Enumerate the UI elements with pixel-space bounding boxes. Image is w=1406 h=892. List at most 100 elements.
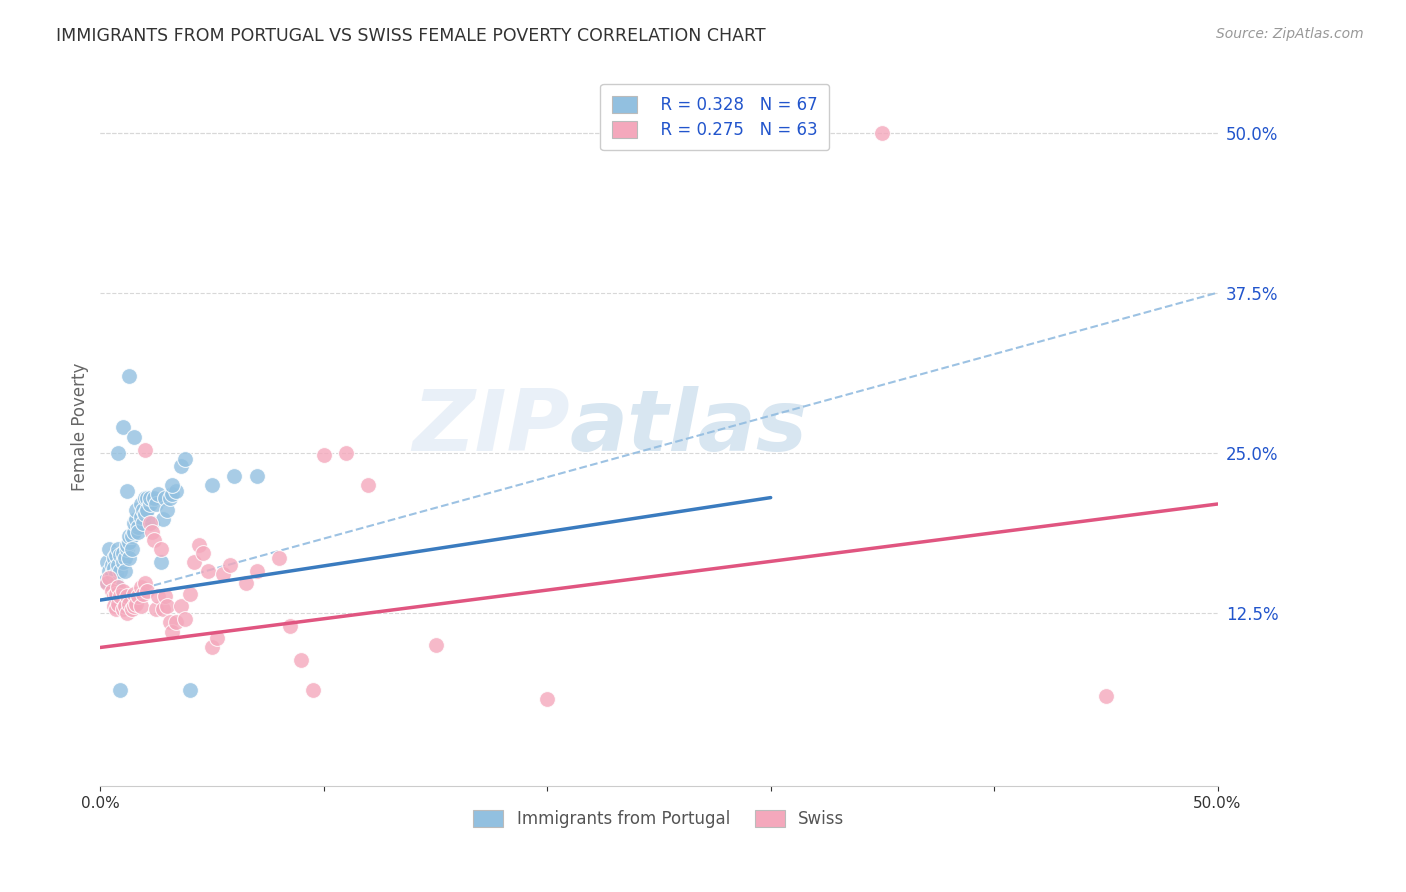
Point: [148, 589, 170, 603]
Point: [269, 550, 291, 565]
Point: [103, 561, 125, 575]
Point: [159, 615, 181, 629]
Point: [205, 632, 228, 646]
Point: [153, 589, 176, 603]
Point: [183, 555, 205, 569]
Point: [104, 567, 127, 582]
Point: [104, 602, 127, 616]
Point: [98, 571, 121, 585]
Point: [1095, 689, 1118, 703]
Point: [141, 516, 163, 531]
Point: [125, 512, 148, 526]
Point: [125, 597, 148, 611]
Point: [278, 618, 301, 632]
Point: [148, 487, 170, 501]
Point: [152, 512, 174, 526]
Point: [115, 589, 138, 603]
Point: [170, 458, 193, 473]
Point: [115, 484, 138, 499]
Point: [138, 497, 160, 511]
Point: [107, 446, 129, 460]
Point: [134, 491, 156, 505]
Point: [121, 602, 143, 616]
Text: atlas: atlas: [569, 385, 807, 468]
Point: [536, 691, 558, 706]
Point: [425, 638, 447, 652]
Point: [118, 368, 141, 383]
Point: [122, 587, 145, 601]
Point: [136, 584, 159, 599]
Point: [872, 126, 894, 140]
Point: [149, 541, 172, 556]
Point: [187, 538, 209, 552]
Point: [201, 477, 224, 491]
Point: [138, 491, 160, 505]
Point: [118, 550, 141, 565]
Point: [156, 503, 179, 517]
Point: [118, 535, 141, 549]
Point: [160, 625, 183, 640]
Point: [111, 555, 134, 569]
Point: [107, 541, 129, 556]
Point: [143, 491, 166, 505]
Point: [111, 420, 134, 434]
Point: [191, 546, 214, 560]
Point: [312, 448, 335, 462]
Point: [122, 516, 145, 531]
Point: [152, 602, 174, 616]
Point: [132, 503, 155, 517]
Text: Source: ZipAtlas.com: Source: ZipAtlas.com: [1216, 27, 1364, 41]
Point: [100, 567, 122, 582]
Point: [201, 640, 224, 655]
Point: [115, 541, 138, 556]
Point: [335, 446, 357, 460]
Point: [134, 508, 156, 522]
Point: [145, 497, 167, 511]
Point: [160, 487, 183, 501]
Point: [122, 599, 145, 614]
Point: [114, 550, 136, 565]
Point: [197, 564, 219, 578]
Point: [107, 580, 129, 594]
Point: [122, 430, 145, 444]
Point: [104, 576, 127, 591]
Point: [118, 597, 141, 611]
Point: [104, 587, 127, 601]
Point: [224, 468, 246, 483]
Point: [100, 584, 122, 599]
Point: [134, 443, 156, 458]
Point: [134, 576, 156, 591]
Point: [110, 589, 132, 603]
Point: [156, 599, 179, 614]
Point: [132, 587, 155, 601]
Point: [179, 682, 201, 697]
Point: [111, 584, 134, 599]
Point: [174, 452, 197, 467]
Point: [165, 484, 187, 499]
Point: [103, 599, 125, 614]
Point: [98, 541, 121, 556]
Point: [110, 564, 132, 578]
Point: [145, 602, 167, 616]
Point: [129, 580, 152, 594]
Point: [136, 491, 159, 505]
Point: [122, 525, 145, 540]
Point: [127, 589, 149, 603]
Point: [114, 599, 136, 614]
Point: [138, 516, 160, 531]
Point: [121, 541, 143, 556]
Point: [170, 599, 193, 614]
Point: [357, 477, 380, 491]
Point: [96, 576, 118, 591]
Point: [141, 525, 163, 540]
Point: [149, 555, 172, 569]
Point: [111, 546, 134, 560]
Point: [103, 550, 125, 565]
Point: [125, 503, 148, 517]
Point: [212, 567, 235, 582]
Point: [132, 516, 155, 531]
Point: [107, 558, 129, 573]
Point: [246, 468, 269, 483]
Point: [165, 615, 187, 629]
Point: [153, 491, 176, 505]
